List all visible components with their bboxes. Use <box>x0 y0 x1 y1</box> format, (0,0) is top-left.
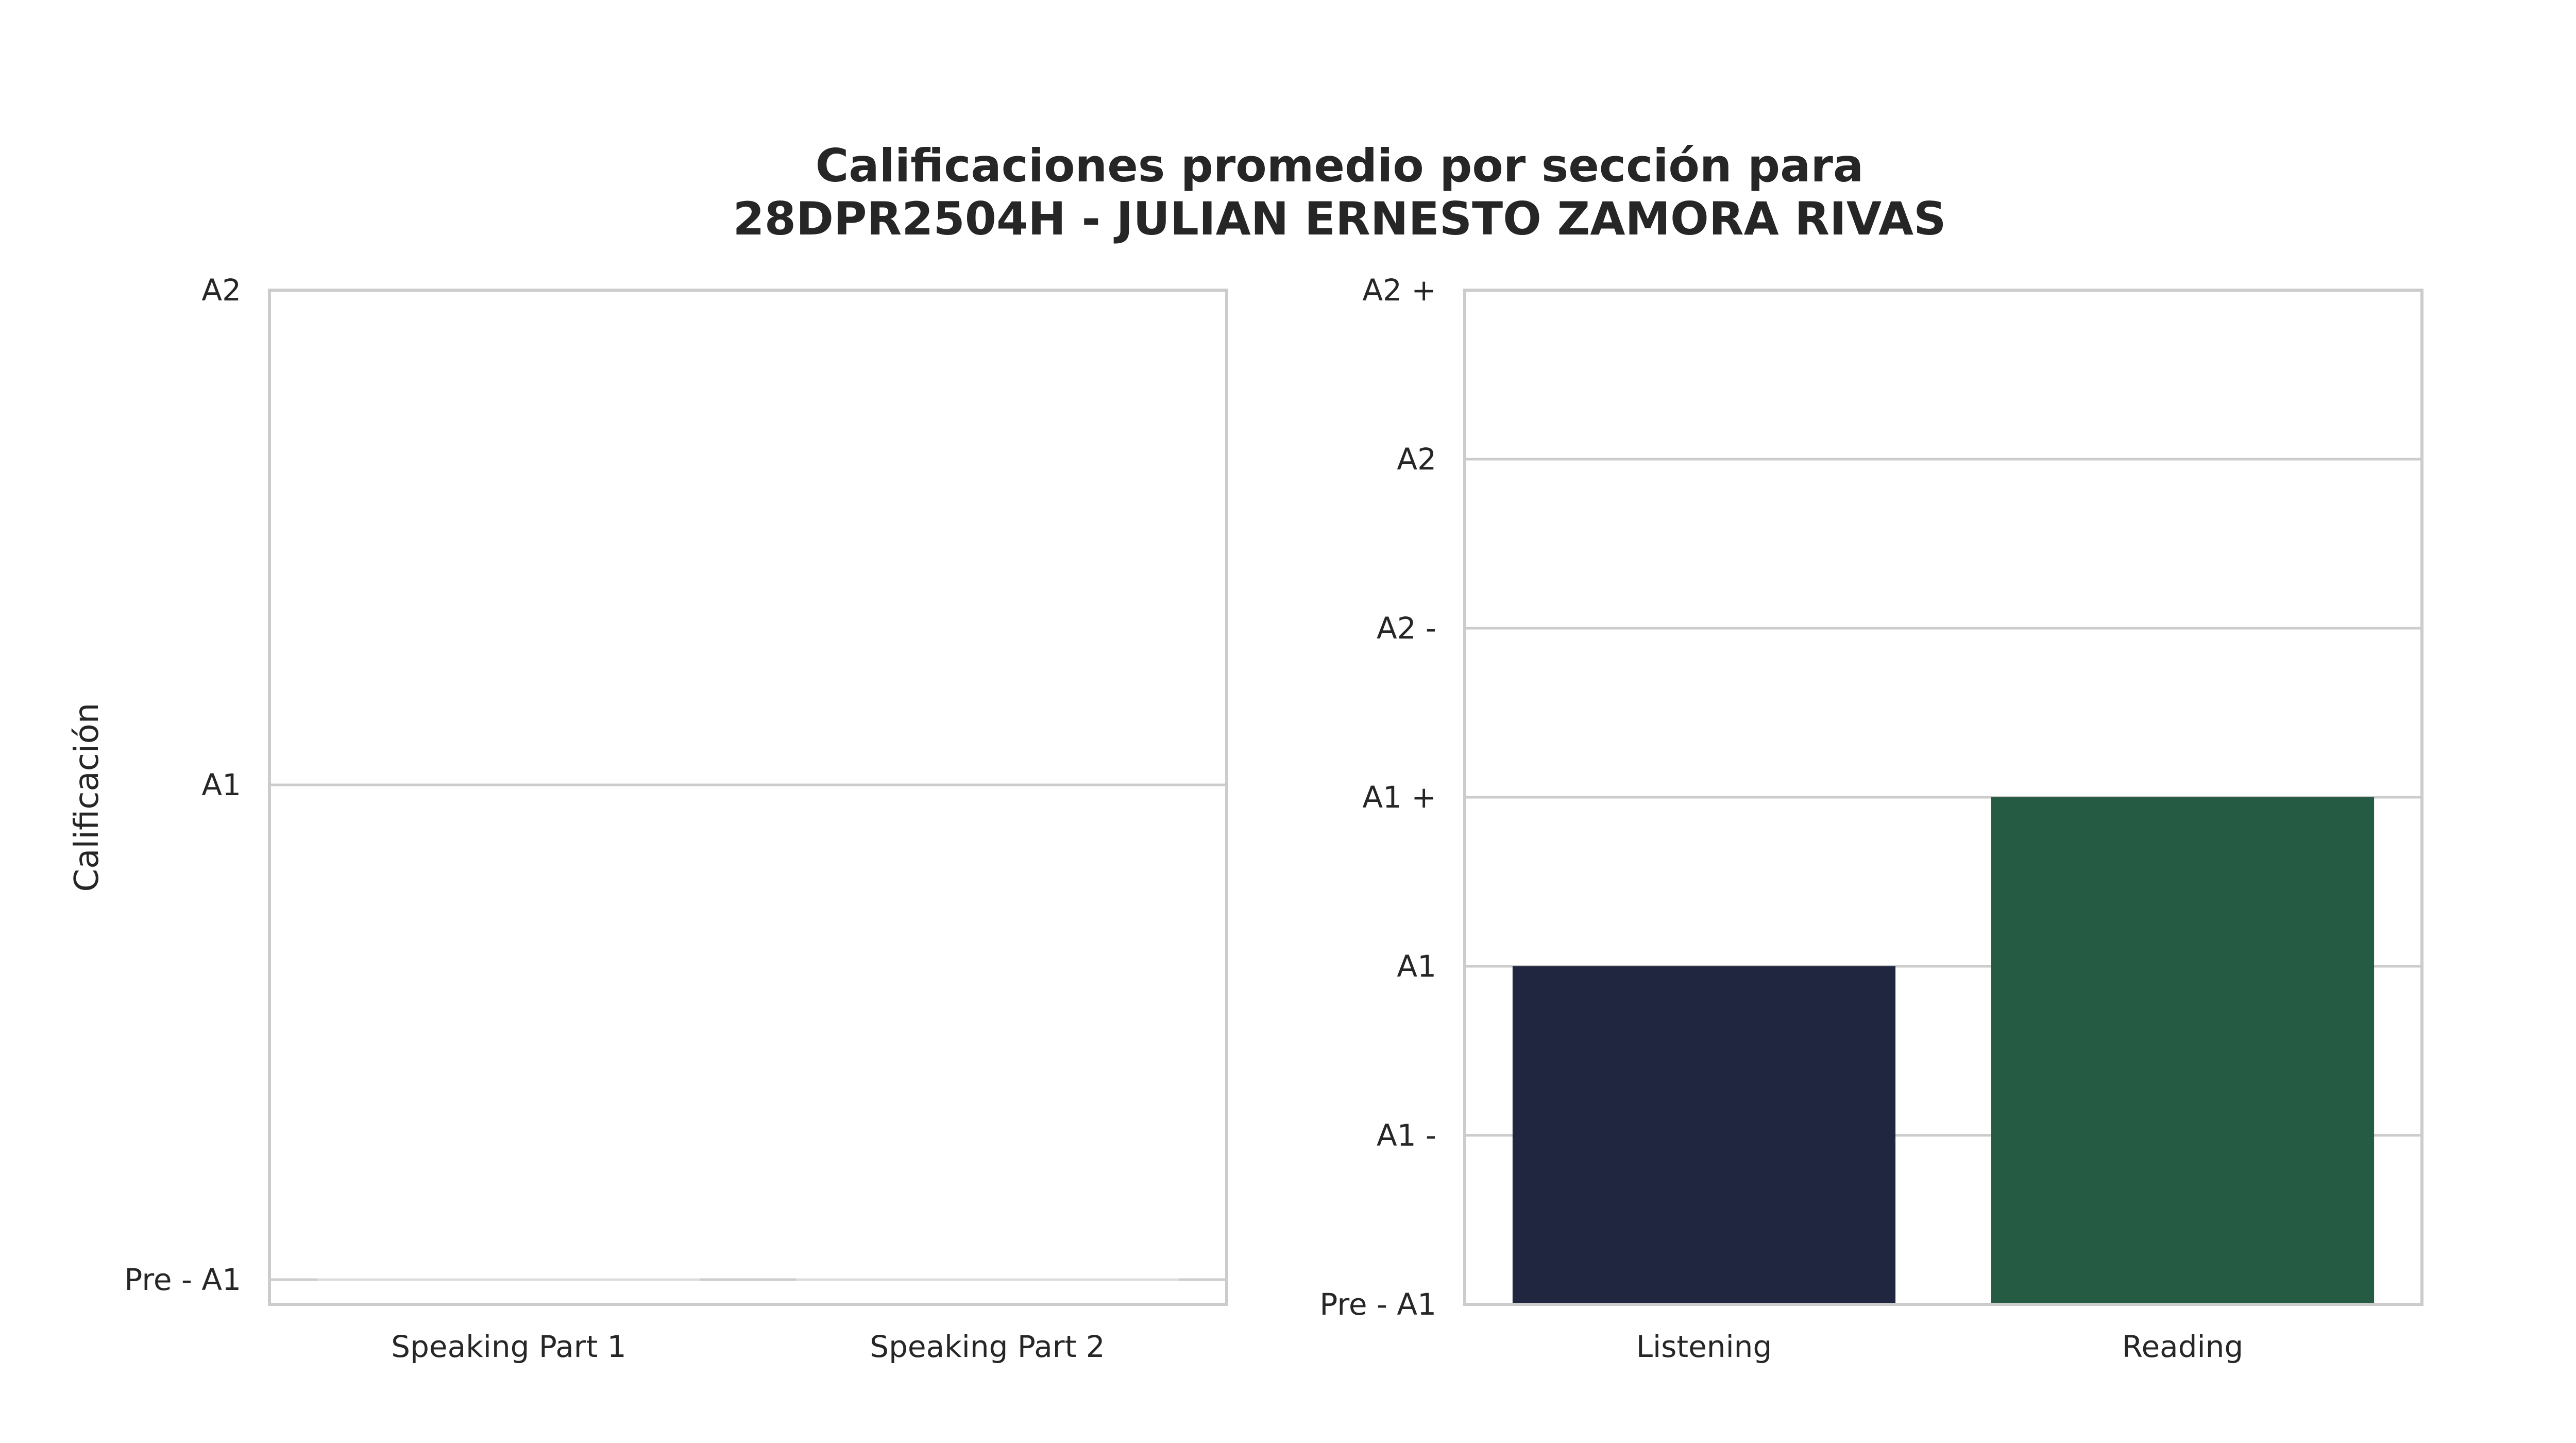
axes-frame <box>268 289 1228 1306</box>
y-tick-label: A2 <box>201 273 241 308</box>
bar-reading <box>1991 797 2375 1304</box>
y-tick-label: A1 - <box>1377 1118 1436 1153</box>
y-tick-label: A1 <box>201 767 241 802</box>
listening-reading-panel: Pre - A1 A1 - A1 A1 + A2 - A2 A2 + Listening Rea… <box>1319 273 2424 1364</box>
chart-title-line-1: Calificaciones promedio por sección para <box>816 139 1864 192</box>
x-tick-label: Speaking Part 1 <box>391 1329 626 1364</box>
y-tick-label: A2 - <box>1377 611 1436 646</box>
y-tick-label: A1 + <box>1362 780 1436 815</box>
bar-listening <box>1512 966 1896 1304</box>
x-tick-label: Listening <box>1636 1329 1772 1364</box>
y-axis-label: Calificación <box>68 703 106 892</box>
axes-frame <box>1463 289 2424 1306</box>
chart-title-line-2: 28DPR2504H - JULIAN ERNESTO ZAMORA RIVAS <box>733 192 1946 245</box>
x-tick-label: Reading <box>2122 1329 2243 1364</box>
speaking-panel: Pre - A1 A1 A2 Speaking Part 1 Speaking Part… <box>68 273 1228 1364</box>
y-tick-label: A2 + <box>1362 273 1436 308</box>
x-tick-label: Speaking Part 2 <box>870 1329 1105 1364</box>
y-tick-label: Pre - A1 <box>1319 1287 1436 1322</box>
y-tick-label: A1 <box>1397 949 1436 984</box>
y-tick-label: A2 <box>1397 442 1436 477</box>
y-tick-label: Pre - A1 <box>124 1262 241 1297</box>
